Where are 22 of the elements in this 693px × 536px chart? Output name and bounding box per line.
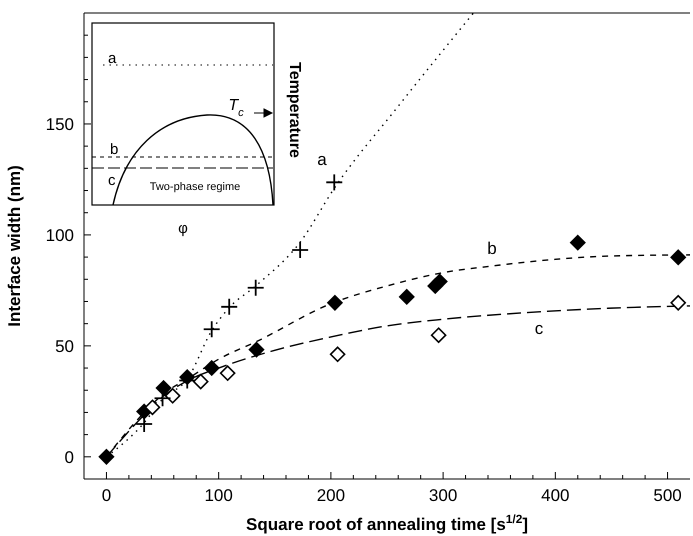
annotation: c	[108, 172, 116, 189]
annotation: a	[108, 50, 117, 67]
annotation: Two-phase regime	[150, 181, 240, 193]
annotation: b	[110, 141, 118, 158]
x-tick-label: 100	[204, 486, 233, 505]
x-tick-label: 500	[653, 486, 682, 505]
x-tick-label: 200	[316, 486, 346, 505]
annotation: c	[534, 319, 544, 338]
annotation: a	[317, 150, 328, 169]
annotation: Temperature	[286, 62, 303, 158]
annotation: b	[487, 239, 497, 258]
y-tick-label: 150	[46, 114, 74, 134]
x-axis-title: Square root of annealing time [s$^{1/2}$]	[246, 512, 528, 534]
x-tick-label: 300	[428, 486, 458, 505]
annotation: T$_{c}$	[228, 97, 244, 119]
annotation: φ	[178, 220, 188, 237]
y-tick-label: 100	[46, 226, 74, 245]
y-axis-title: Interface width (nm)	[5, 165, 24, 327]
x-tick-label: 400	[541, 486, 570, 505]
x-tick-label: 0	[102, 486, 112, 505]
y-tick-label: 0	[64, 448, 74, 467]
y-tick-label: 50	[55, 336, 74, 356]
